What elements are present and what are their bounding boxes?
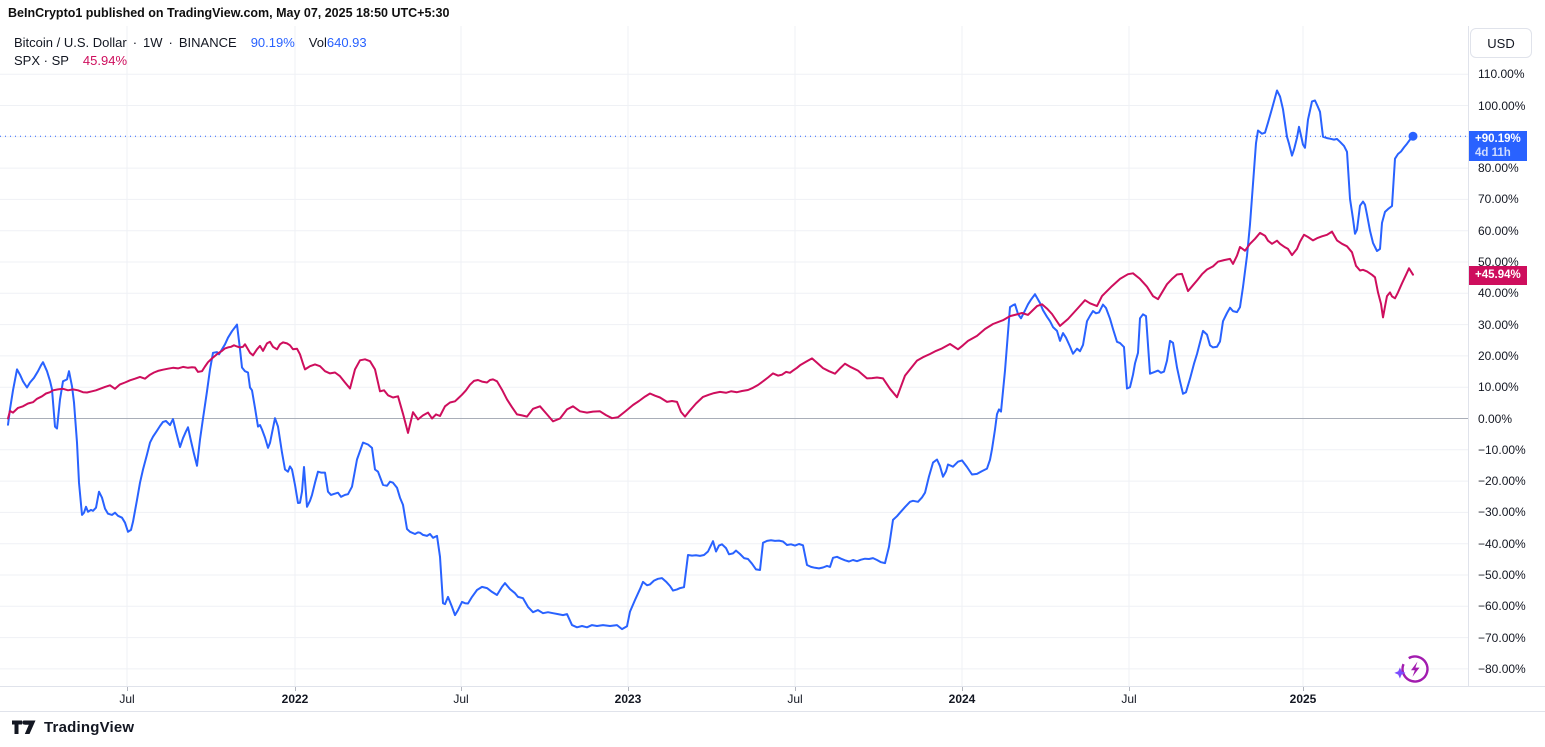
btc-bar-countdown-text: 4d 11h bbox=[1475, 147, 1511, 159]
tradingview-logo-mark bbox=[12, 720, 36, 734]
legend-row-spx: SPX · SP 45.94% bbox=[14, 51, 367, 69]
price-axis-label: 110.00% bbox=[1478, 67, 1525, 82]
interval-label: 1W bbox=[143, 34, 163, 50]
price-axis-label: −80.00% bbox=[1478, 661, 1526, 676]
price-axis-label: 0.00% bbox=[1478, 411, 1513, 426]
publish-attribution: BeInCrypto1 published on TradingView.com… bbox=[8, 6, 450, 20]
volume-label: Vol bbox=[308, 34, 327, 50]
separator-dot: · bbox=[168, 34, 173, 50]
time-axis-month-label: Jul bbox=[787, 692, 803, 706]
time-axis-month-label: Jul bbox=[453, 692, 469, 706]
price-axis-label: 80.00% bbox=[1478, 161, 1519, 176]
lightning-countdown-svg bbox=[1394, 655, 1429, 683]
currency-toggle-label: USD bbox=[1487, 35, 1515, 51]
price-axis-label: −20.00% bbox=[1478, 474, 1526, 489]
currency-toggle-button[interactable]: USD bbox=[1470, 28, 1532, 58]
price-axis-label: 50.00% bbox=[1478, 255, 1519, 269]
sparkle-icon bbox=[1394, 667, 1406, 679]
time-axis-month-label: Jul bbox=[1121, 692, 1137, 706]
price-axis-label: −40.00% bbox=[1478, 536, 1526, 551]
spx-price-badge: +45.94% bbox=[1469, 266, 1527, 285]
time-axis-year-label: 2024 bbox=[948, 692, 976, 706]
time-axis-tick bbox=[295, 687, 296, 691]
lightning-countdown-icon bbox=[1393, 652, 1433, 688]
countdown-ring bbox=[1401, 655, 1429, 683]
lightning-bolt-icon bbox=[1411, 661, 1420, 677]
price-axis-label: −30.00% bbox=[1478, 505, 1526, 520]
price-axis-label: −50.00% bbox=[1478, 568, 1526, 582]
time-axis-tick bbox=[1303, 687, 1304, 691]
spx-symbol-title: SPX · SP bbox=[14, 52, 69, 68]
volume-group: Vol640.93 bbox=[309, 35, 367, 50]
tradingview-brand-text: TradingView bbox=[44, 719, 135, 736]
tradingview-footer[interactable]: TradingView bbox=[12, 719, 134, 736]
time-axis-tick bbox=[461, 687, 462, 691]
time-axis-tick bbox=[962, 687, 963, 691]
price-axis-label: 20.00% bbox=[1478, 348, 1519, 363]
btc-change-value: 90.19% bbox=[250, 34, 295, 50]
time-axis-tick bbox=[628, 687, 629, 691]
price-axis-label: −10.00% bbox=[1478, 442, 1526, 457]
price-axis-label: 100.00% bbox=[1478, 98, 1526, 113]
time-axis-year-label: 2025 bbox=[1289, 692, 1317, 706]
spx-price-badge-value: +45.94% bbox=[1475, 269, 1521, 281]
time-axis-year-label: 2022 bbox=[281, 692, 309, 706]
price-axis-label: 10.00% bbox=[1478, 380, 1519, 395]
legend-row-btc: Bitcoin / U.S. Dollar · 1W · BINANCE 90.… bbox=[14, 33, 367, 51]
price-axis-label: 60.00% bbox=[1478, 223, 1519, 238]
chart-legend: Bitcoin / U.S. Dollar · 1W · BINANCE 90.… bbox=[14, 33, 367, 69]
price-axis-label: 40.00% bbox=[1478, 286, 1519, 301]
time-axis-tick bbox=[795, 687, 796, 691]
time-axis-tick bbox=[127, 687, 128, 691]
price-axis-label: −60.00% bbox=[1478, 599, 1526, 614]
time-axis-year-label: 2023 bbox=[614, 692, 642, 706]
btc-price-badge: +90.19% 4d 11h bbox=[1469, 131, 1527, 161]
time-axis-month-label: Jul bbox=[119, 692, 135, 706]
chart-canvas[interactable] bbox=[0, 26, 1468, 686]
price-axis-label: 30.00% bbox=[1478, 317, 1519, 332]
volume-value: 640.93 bbox=[326, 34, 367, 50]
spx-change-value: 45.94% bbox=[82, 52, 128, 68]
time-axis-tick bbox=[1129, 687, 1130, 691]
exchange-label: BINANCE bbox=[178, 34, 237, 50]
time-scale-axis[interactable]: Jul 2022 Jul 2023 Jul 2024 Jul 2025 bbox=[0, 686, 1545, 712]
symbol-title: Bitcoin / U.S. Dollar bbox=[14, 34, 127, 50]
chart-svg bbox=[0, 26, 1468, 686]
price-axis-label: 70.00% bbox=[1478, 192, 1519, 207]
btc-price-badge-value: +90.19% bbox=[1475, 133, 1521, 145]
separator-dot: · bbox=[132, 34, 138, 50]
price-axis-label: −70.00% bbox=[1478, 630, 1526, 645]
price-scale-axis[interactable]: 110.00% 100.00% 80.00% 70.00% 60.00% 50.00% 40… bbox=[1468, 26, 1545, 686]
